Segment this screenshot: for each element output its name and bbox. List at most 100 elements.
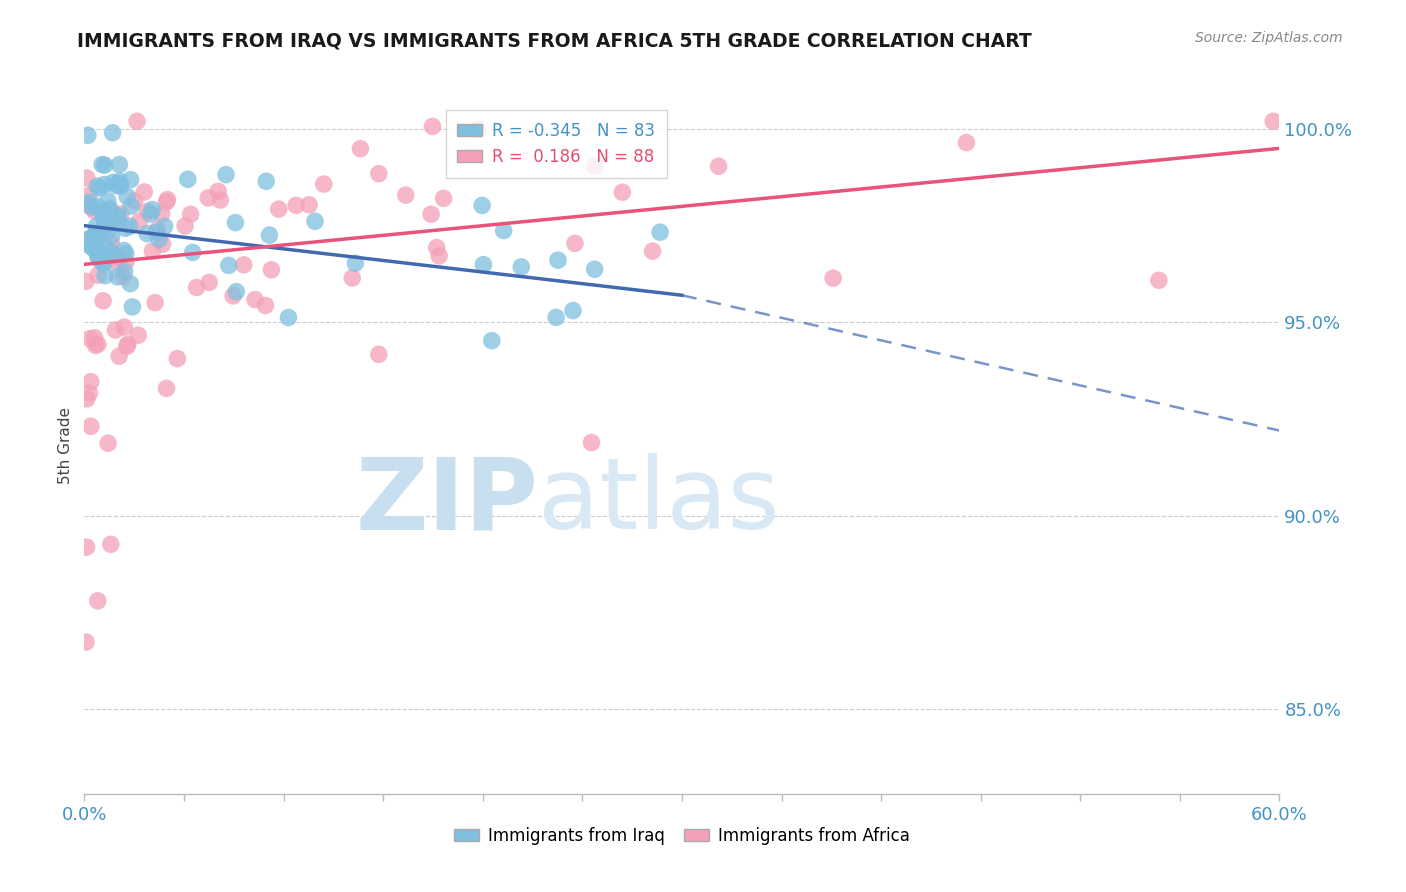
- Point: [108, 349, 131, 363]
- Point: [100, 537, 122, 551]
- Point: [124, 194, 146, 208]
- Point: [232, 258, 254, 272]
- Point: [100, 245, 122, 260]
- Point: [143, 295, 166, 310]
- Point: [91, 157, 114, 171]
- Point: [76, 198, 98, 212]
- Point: [177, 172, 200, 186]
- Point: [218, 259, 240, 273]
- Point: [127, 114, 149, 128]
- Text: atlas: atlas: [538, 453, 780, 550]
- Point: [93, 257, 115, 271]
- Point: [395, 188, 418, 202]
- Point: [91, 206, 114, 220]
- Point: [83, 230, 105, 244]
- Point: [76, 392, 98, 406]
- Point: [207, 184, 229, 198]
- Point: [97, 214, 120, 228]
- Point: [107, 269, 129, 284]
- Point: [114, 246, 136, 260]
- Point: [77, 195, 100, 210]
- Point: [84, 228, 107, 243]
- Point: [127, 328, 149, 343]
- Point: [186, 280, 208, 294]
- Point: [472, 258, 495, 272]
- Point: [76, 171, 98, 186]
- Point: [112, 320, 135, 334]
- Point: [304, 214, 326, 228]
- Point: [426, 241, 449, 255]
- Point: [86, 231, 108, 245]
- Point: [98, 203, 121, 218]
- Point: [80, 240, 103, 254]
- Point: [583, 159, 606, 173]
- Point: [180, 207, 202, 221]
- Point: [427, 249, 450, 263]
- Point: [75, 274, 97, 288]
- Point: [83, 243, 105, 257]
- Point: [93, 239, 115, 253]
- Point: [100, 249, 122, 263]
- Point: [1263, 114, 1285, 128]
- Point: [91, 293, 114, 308]
- Point: [101, 176, 124, 190]
- Point: [87, 200, 110, 214]
- Point: [87, 594, 110, 608]
- Point: [77, 188, 100, 202]
- Point: [93, 219, 115, 234]
- Point: [422, 120, 444, 134]
- Point: [107, 211, 129, 226]
- Point: [481, 334, 503, 348]
- Point: [83, 203, 105, 218]
- Point: [87, 337, 110, 351]
- Point: [648, 225, 671, 239]
- Point: [80, 200, 103, 214]
- Point: [420, 207, 443, 221]
- Point: [76, 540, 98, 554]
- Point: [93, 211, 115, 225]
- Point: [97, 436, 120, 450]
- Point: [114, 264, 136, 278]
- Point: [146, 223, 169, 237]
- Point: [1147, 273, 1170, 287]
- Point: [467, 122, 489, 136]
- Point: [80, 419, 103, 434]
- Point: [342, 271, 364, 285]
- Point: [224, 215, 246, 229]
- Point: [136, 204, 159, 219]
- Point: [80, 375, 103, 389]
- Point: [110, 207, 132, 221]
- Point: [76, 128, 98, 143]
- Point: [267, 202, 290, 216]
- Y-axis label: 5th Grade: 5th Grade: [58, 408, 73, 484]
- Point: [254, 174, 277, 188]
- Point: [120, 277, 142, 291]
- Point: [150, 207, 173, 221]
- Point: [285, 198, 308, 212]
- Point: [108, 174, 131, 188]
- Point: [349, 142, 371, 156]
- Text: ZIP: ZIP: [356, 453, 538, 550]
- Point: [823, 271, 845, 285]
- Point: [84, 338, 107, 352]
- Point: [139, 207, 162, 221]
- Legend: Immigrants from Iraq, Immigrants from Africa: Immigrants from Iraq, Immigrants from Af…: [447, 821, 917, 852]
- Point: [546, 310, 568, 325]
- Point: [145, 225, 167, 239]
- Point: [120, 199, 142, 213]
- Point: [93, 253, 115, 268]
- Point: [83, 331, 105, 345]
- Point: [104, 178, 127, 193]
- Point: [97, 223, 120, 237]
- Point: [112, 244, 135, 258]
- Point: [367, 347, 389, 361]
- Point: [174, 219, 197, 233]
- Point: [86, 219, 108, 234]
- Point: [87, 249, 110, 263]
- Point: [75, 635, 97, 649]
- Point: [222, 289, 245, 303]
- Point: [101, 126, 124, 140]
- Text: IMMIGRANTS FROM IRAQ VS IMMIGRANTS FROM AFRICA 5TH GRADE CORRELATION CHART: IMMIGRANTS FROM IRAQ VS IMMIGRANTS FROM …: [77, 31, 1032, 50]
- Point: [510, 260, 533, 274]
- Point: [492, 223, 515, 237]
